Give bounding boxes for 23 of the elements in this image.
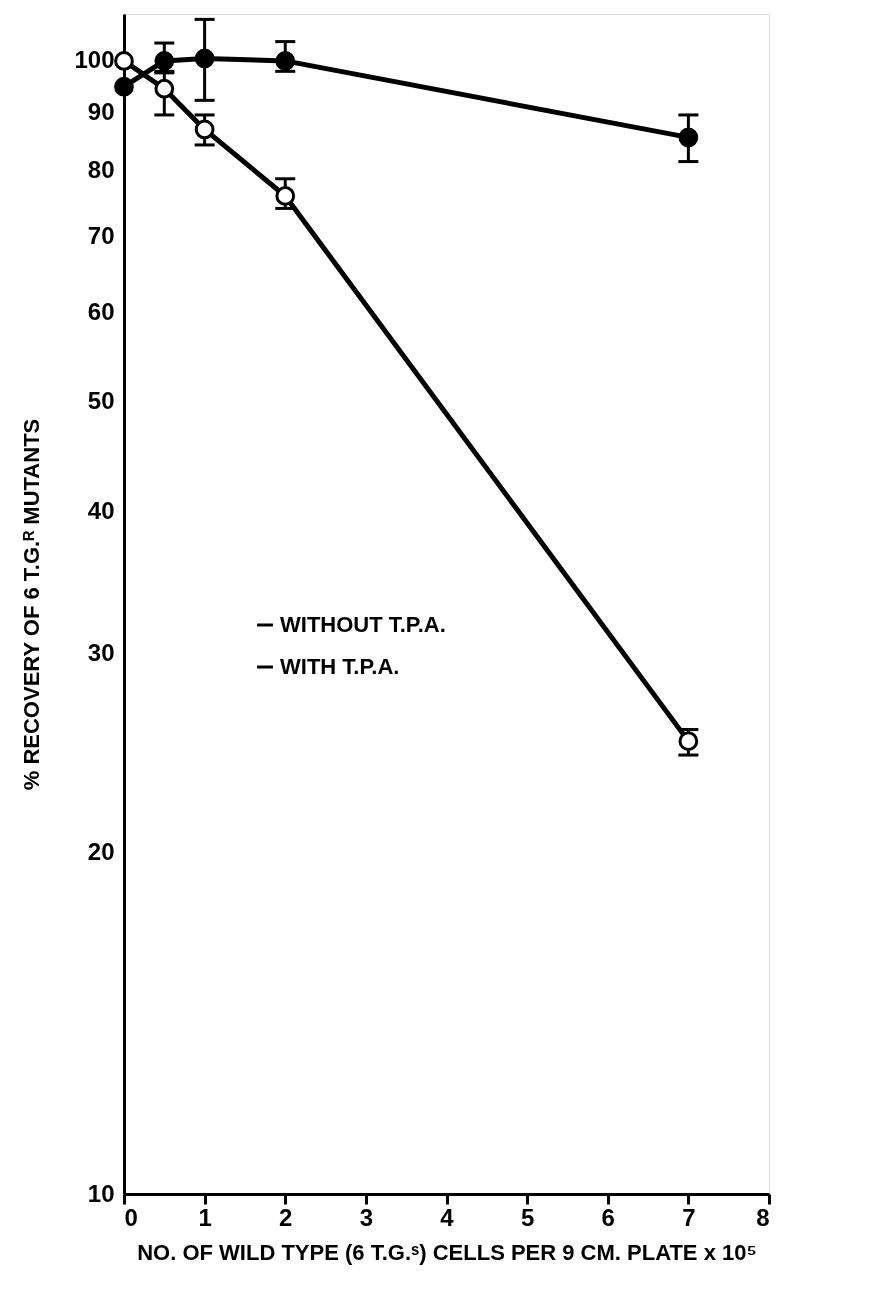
x-axis-title: NO. OF WILD TYPE (6 T.G.ˢ) CELLS PER 9 CM. PLATE x 10⁵ bbox=[137, 1239, 757, 1265]
y-tick-label: 30 bbox=[87, 638, 115, 666]
x-tick-label: 0 bbox=[124, 1203, 138, 1231]
y-tick-label: 50 bbox=[87, 387, 115, 415]
y-tick-label: 90 bbox=[87, 98, 115, 126]
x-tick-label: 3 bbox=[359, 1203, 374, 1231]
legend-label: WITHOUT T.P.A. bbox=[280, 612, 446, 637]
y-tick-label: 70 bbox=[87, 221, 115, 249]
y-tick-label: 80 bbox=[87, 156, 115, 184]
y-tick-label: 20 bbox=[87, 838, 115, 866]
x-tick-label: 8 bbox=[756, 1203, 770, 1231]
legend-label: WITH T.P.A. bbox=[280, 654, 400, 679]
y-axis-title: % RECOVERY OF 6 T.G.ᴿ MUTANTS bbox=[19, 418, 45, 791]
x-tick-label: 1 bbox=[198, 1203, 212, 1231]
x-tick-label: 7 bbox=[682, 1203, 696, 1231]
y-tick-label: 100 bbox=[74, 46, 115, 74]
y-tick-label: 60 bbox=[87, 297, 115, 325]
x-tick-label: 2 bbox=[279, 1203, 293, 1231]
y-tick-label: 40 bbox=[87, 497, 115, 525]
x-tick-label: 5 bbox=[520, 1203, 535, 1231]
x-tick-label: 4 bbox=[440, 1203, 455, 1231]
y-tick-label: 10 bbox=[87, 1179, 115, 1207]
x-tick-label: 6 bbox=[601, 1203, 615, 1231]
